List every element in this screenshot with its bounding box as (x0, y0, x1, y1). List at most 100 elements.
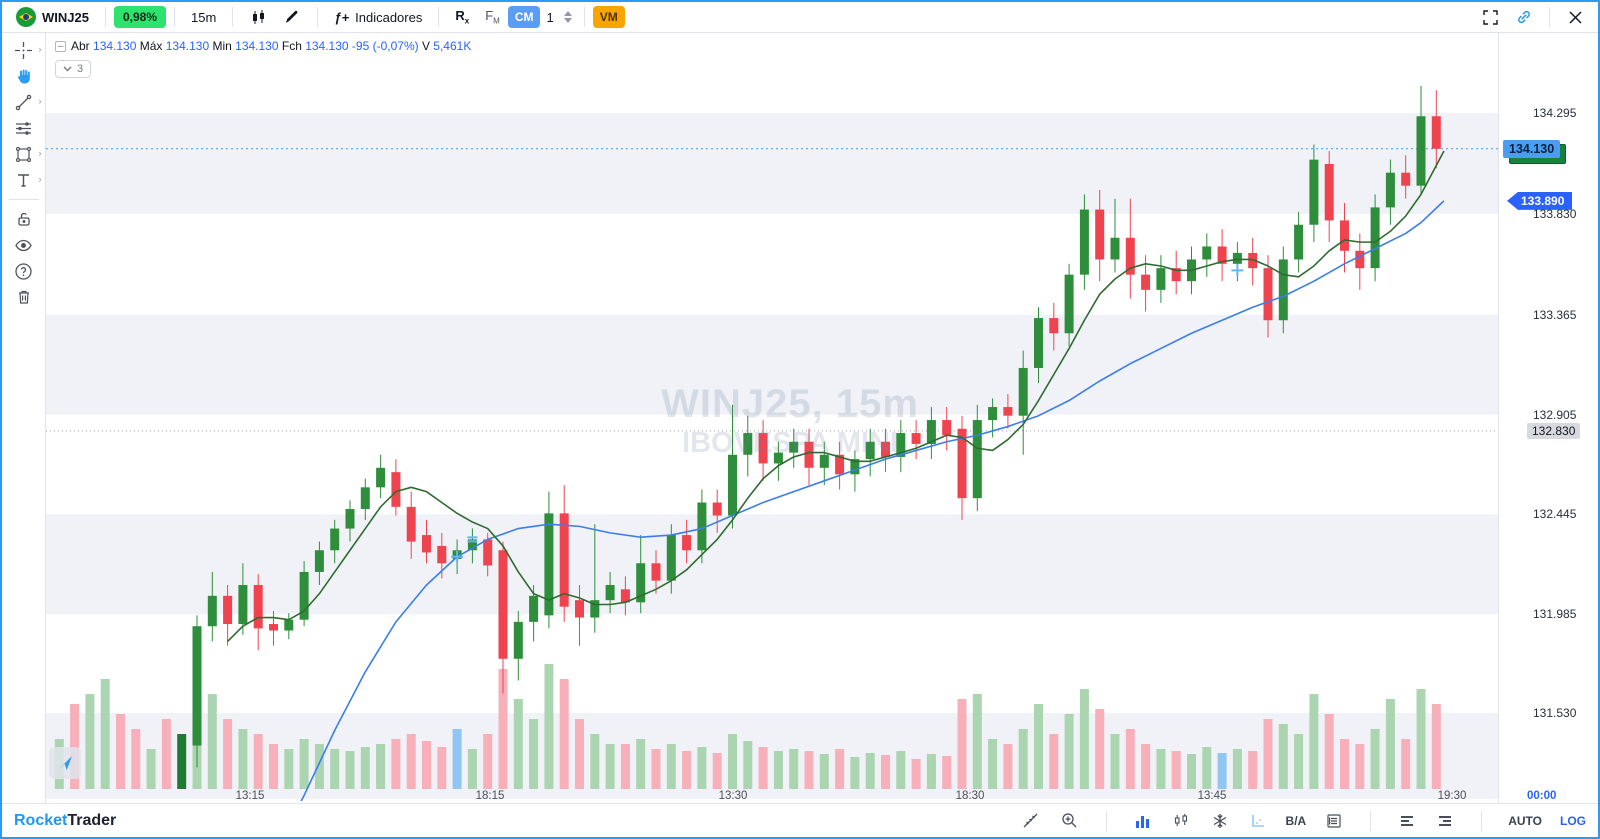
candle-body (804, 441, 814, 468)
volume-bar (238, 729, 248, 789)
volume-bar (1294, 734, 1304, 789)
candle-body (284, 619, 294, 631)
rows-right-icon (1439, 815, 1452, 826)
volume-bar (1385, 699, 1395, 789)
align-rows-right-button[interactable] (1435, 811, 1455, 831)
align-rows-left-button[interactable] (1397, 811, 1417, 831)
candle-body (330, 528, 340, 551)
chart-type-button[interactable] (1171, 810, 1192, 831)
volume-bar (1278, 724, 1288, 789)
price-axis[interactable]: 134.130 134.130 133.890 132.830 00:00 13… (1498, 33, 1598, 803)
help-tool[interactable] (5, 258, 43, 284)
volume-bar (1248, 751, 1258, 789)
ohlc-key: Máx (139, 39, 166, 53)
collapse-legend-icon[interactable]: – (55, 40, 66, 52)
crosshair-tool[interactable]: › (5, 37, 43, 63)
trade-marker-plus[interactable] (451, 550, 464, 563)
zoom-in-button[interactable] (1059, 810, 1080, 831)
volume-bar (376, 744, 386, 789)
volume-toggle-button-active[interactable] (1133, 811, 1153, 831)
volume-bar (942, 756, 952, 789)
candle-body (529, 595, 539, 622)
rx-button[interactable]: Rx (447, 5, 477, 29)
volume-bar (85, 694, 95, 789)
symbol-button[interactable]: WINJ25 (8, 4, 97, 30)
volume-bar (116, 714, 125, 789)
snowflake-icon (1213, 813, 1226, 828)
close-icon (1566, 8, 1584, 26)
visibility-tool[interactable] (5, 232, 43, 258)
link-button[interactable] (1507, 5, 1541, 29)
chevron-right-icon: › (38, 96, 42, 106)
cm-button[interactable]: CM (507, 6, 541, 28)
ohlc-legend[interactable]: – Abr 134.130 Máx 134.130 Min 134.130 Fc… (55, 39, 471, 53)
candlestick-chart[interactable] (46, 33, 1498, 801)
candle-body (1217, 246, 1227, 264)
log-scale-toggle[interactable]: LOG (1560, 813, 1586, 828)
draw-button[interactable] (275, 5, 309, 29)
delete-tool[interactable] (5, 284, 43, 310)
trade-marker-dash[interactable] (467, 536, 478, 543)
stepper-up-icon[interactable] (563, 11, 572, 16)
bid-ask-toggle[interactable]: B/A (1285, 813, 1307, 828)
volume-bar (1079, 689, 1089, 789)
order-book-button[interactable] (1324, 811, 1344, 831)
session-band (46, 113, 1498, 214)
objects-count-button[interactable]: 3 (55, 60, 92, 78)
quantity-value[interactable]: 1 (546, 9, 554, 25)
change-percent-badge[interactable]: 0,98% (113, 6, 166, 28)
close-button[interactable] (1558, 5, 1592, 29)
fm-button[interactable]: FM (477, 5, 508, 29)
timeframe-button[interactable]: 15m (183, 7, 224, 28)
ohlc-value: 134.130 -95 (-0,07%) (305, 39, 422, 53)
ma-fast-line (227, 150, 1445, 642)
volume-bar (651, 749, 661, 789)
volume-bar (299, 739, 309, 789)
volume-bar (207, 694, 217, 789)
indicators-button[interactable]: ƒ+ Indicadores (326, 7, 430, 28)
time-tick-label: 13:15 (235, 790, 265, 802)
volume-bar (1309, 694, 1319, 789)
volume-bar (177, 734, 187, 789)
volume-bar (1187, 754, 1196, 789)
parallel-lines-tool[interactable] (5, 115, 43, 141)
ohlc-value: 134.130 (93, 39, 140, 53)
stepper-down-icon[interactable] (563, 18, 572, 23)
separator (317, 7, 319, 27)
chart-pane[interactable]: – Abr 134.130 Máx 134.130 Min 134.130 Fc… (46, 33, 1498, 803)
price-tick-label: 132.905 (1533, 407, 1577, 422)
price-tick-label: 133.830 (1533, 206, 1577, 221)
volume-bar (972, 694, 982, 789)
volume-bar (1217, 753, 1227, 789)
volume-bar (360, 747, 370, 789)
volume-bar (146, 749, 156, 789)
candle-body (896, 433, 906, 457)
go-to-realtime-button[interactable] (49, 747, 81, 779)
volume-bar (1049, 734, 1059, 789)
trade-marker-plus[interactable] (1231, 264, 1244, 277)
drawing-toolbar: › › › › (2, 33, 46, 803)
quantity-stepper[interactable] (560, 11, 576, 23)
ohlc-key: Min (212, 39, 236, 53)
trendline-tool[interactable]: › (5, 89, 43, 115)
auto-scale-toggle[interactable]: AUTO (1508, 813, 1542, 828)
chart-style-button[interactable] (241, 5, 275, 29)
snapshot-button[interactable] (1210, 811, 1230, 831)
text-tool[interactable]: › (5, 167, 43, 193)
volume-bar (161, 719, 171, 789)
hand-tool-active[interactable] (5, 63, 43, 89)
volume-bar (728, 734, 737, 789)
lock-tool[interactable] (5, 206, 43, 232)
shapes-tool[interactable]: › (5, 141, 43, 167)
price-tick-label: 131.530 (1533, 706, 1577, 720)
vm-button[interactable]: VM (592, 6, 625, 28)
corner-scale-button[interactable] (1248, 811, 1268, 831)
fullscreen-button[interactable] (1473, 5, 1507, 29)
measure-button[interactable] (1020, 810, 1041, 831)
candle-body (1156, 268, 1166, 290)
bar-countdown: 00:00 (1527, 790, 1557, 802)
volume-bar (773, 751, 783, 789)
candle-body (238, 584, 248, 625)
brand-logo: RocketTrader (14, 812, 116, 830)
volume-bar (697, 747, 707, 789)
